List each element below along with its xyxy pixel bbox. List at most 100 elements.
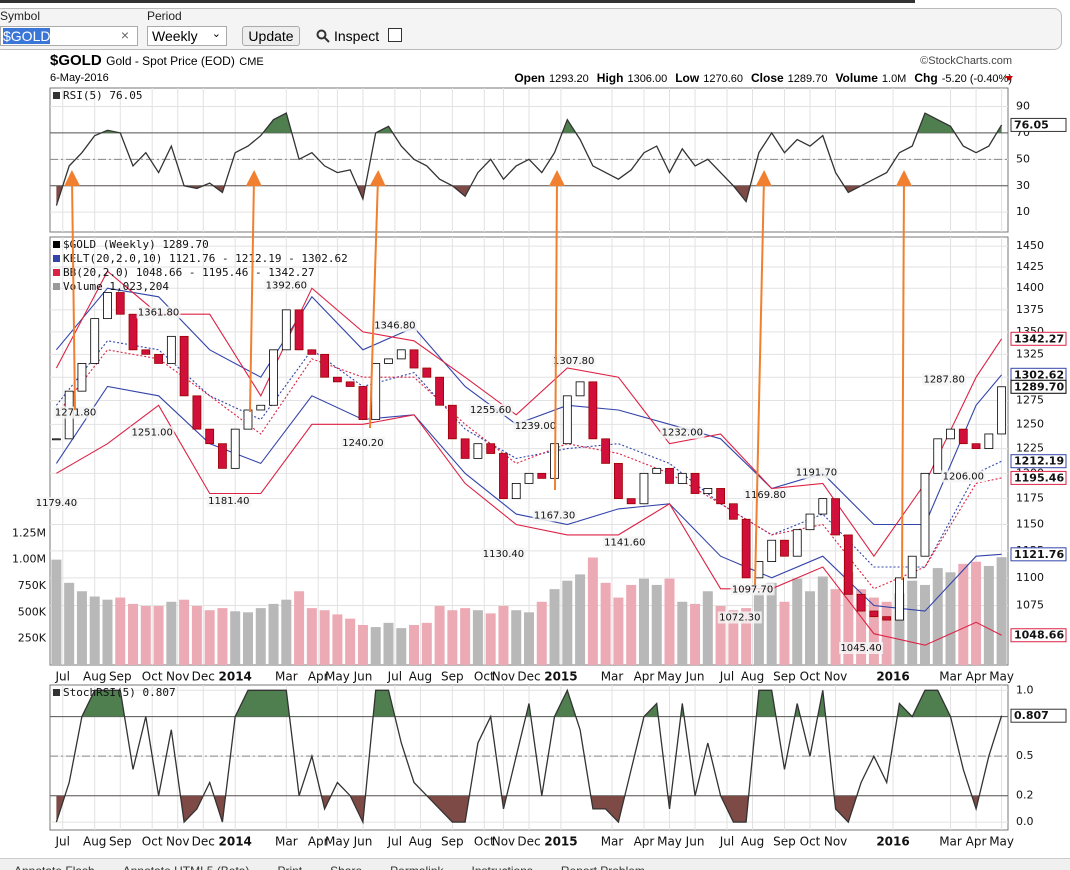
candle — [499, 453, 508, 500]
x-tick-label: Aug — [409, 835, 432, 849]
x-tick-label: Aug — [409, 670, 432, 684]
volume-bar — [76, 591, 87, 665]
x-tick-label: Mar — [601, 835, 624, 849]
x-tick-label: 2016 — [876, 835, 909, 849]
candle — [409, 349, 419, 369]
volume-bar — [179, 599, 190, 665]
x-tick-label: Jul — [387, 670, 402, 684]
y-tick-label: 1150 — [1016, 517, 1044, 530]
volume-bar — [587, 557, 598, 665]
candle — [677, 472, 687, 484]
volume-bar — [945, 572, 956, 665]
x-tick-label: Aug — [741, 835, 764, 849]
annotation-box — [922, 373, 967, 386]
footer-link[interactable]: Print — [277, 864, 302, 870]
quote-label: Close — [750, 71, 784, 85]
volume-bar — [779, 601, 790, 665]
x-tick-label: Sep — [109, 835, 132, 849]
volume-bar — [153, 606, 164, 665]
price-annotation: 1072.30 — [719, 612, 760, 623]
y-tick-label: 1075 — [1016, 598, 1044, 611]
footer-link[interactable]: Permalink — [390, 864, 443, 870]
period-select[interactable]: Weekly ⌄ — [147, 26, 227, 46]
candle — [728, 503, 738, 520]
legend-text: $GOLD (Weekly) 1289.70 — [63, 238, 209, 251]
end-label-box — [1010, 379, 1067, 394]
quote-value: 1270.60 — [703, 73, 743, 85]
volume-bar — [881, 601, 892, 665]
x-tick-label: Nov — [166, 670, 189, 684]
x-tick-label: Mar — [939, 670, 962, 684]
volume-tick-label: 750K — [18, 579, 47, 592]
y-tick-label: 0.2 — [1016, 789, 1034, 802]
volume-bar — [204, 610, 215, 665]
candle — [805, 513, 815, 531]
legend-swatch — [53, 255, 60, 262]
volume-bar — [664, 578, 675, 665]
price-annotation: 1191.70 — [796, 468, 837, 479]
volume-bar — [357, 624, 368, 665]
candle — [77, 363, 87, 392]
x-tick-label: Nov — [166, 835, 189, 849]
candle — [307, 349, 317, 355]
end-label: 1302.62 — [1014, 368, 1064, 381]
y-tick-label: 1225 — [1016, 442, 1044, 455]
volume-bar — [294, 591, 305, 665]
legend-text: StochRSI(5) 0.807 — [63, 686, 176, 699]
footer-link[interactable]: Share — [330, 864, 362, 870]
volume-bar — [907, 580, 918, 665]
volume-tick-label: 500K — [18, 605, 47, 618]
candle — [562, 395, 572, 445]
end-label-box — [1010, 470, 1067, 485]
x-tick-label: Jul — [719, 670, 734, 684]
x-tick-label: Oct — [142, 670, 163, 684]
end-label: 1121.76 — [1014, 548, 1064, 561]
footer-link[interactable]: Annotate Flash — [14, 864, 95, 870]
candle — [396, 349, 406, 360]
volume-bar — [460, 608, 471, 665]
inspect-checkbox[interactable] — [388, 28, 402, 42]
candle — [332, 376, 342, 383]
candle — [588, 381, 598, 440]
x-tick-label: Jul — [719, 835, 734, 849]
footer-link[interactable]: Report Problem — [561, 864, 645, 870]
volume-bar — [281, 599, 292, 665]
legend-swatch — [53, 269, 60, 276]
volume-bar — [702, 591, 713, 665]
candle — [154, 353, 163, 364]
x-tick-label: Apr — [966, 670, 987, 684]
candle — [141, 349, 151, 355]
candle — [690, 472, 700, 494]
clear-icon[interactable]: × — [120, 27, 129, 43]
x-tick-label: Apr — [966, 835, 987, 849]
candle — [601, 438, 611, 464]
volume-bar — [792, 578, 803, 665]
price-annotation: 1392.60 — [266, 281, 307, 292]
candle — [473, 443, 483, 459]
candle — [294, 309, 304, 351]
legend-swatch — [53, 92, 60, 99]
volume-bar — [396, 628, 407, 665]
end-label: 0.807 — [1014, 709, 1049, 722]
price-annotation: 1361.80 — [138, 307, 179, 318]
candle — [320, 353, 330, 378]
x-tick-label: May — [989, 670, 1014, 684]
x-tick-label: Jun — [353, 835, 373, 849]
y-tick-label: 1400 — [1016, 281, 1044, 294]
end-label-box — [1010, 628, 1067, 643]
y-tick-label: 90 — [1016, 99, 1030, 112]
symbol-input[interactable]: $GOLD × — [0, 26, 138, 46]
price-annotation: 1271.80 — [55, 408, 96, 419]
volume-bar — [613, 597, 624, 665]
annotation-box — [34, 497, 79, 510]
footer-link[interactable]: Instructions — [472, 864, 533, 870]
update-button[interactable]: Update — [242, 26, 300, 46]
x-tick-label: May — [989, 835, 1014, 849]
volume-bar — [217, 608, 228, 665]
arrow — [548, 170, 565, 491]
candle — [218, 443, 227, 469]
volume-bar — [332, 614, 343, 665]
arrow — [369, 170, 386, 429]
footer-link[interactable]: Annotate HTML5 (Beta) — [123, 864, 250, 870]
candle — [741, 518, 751, 579]
